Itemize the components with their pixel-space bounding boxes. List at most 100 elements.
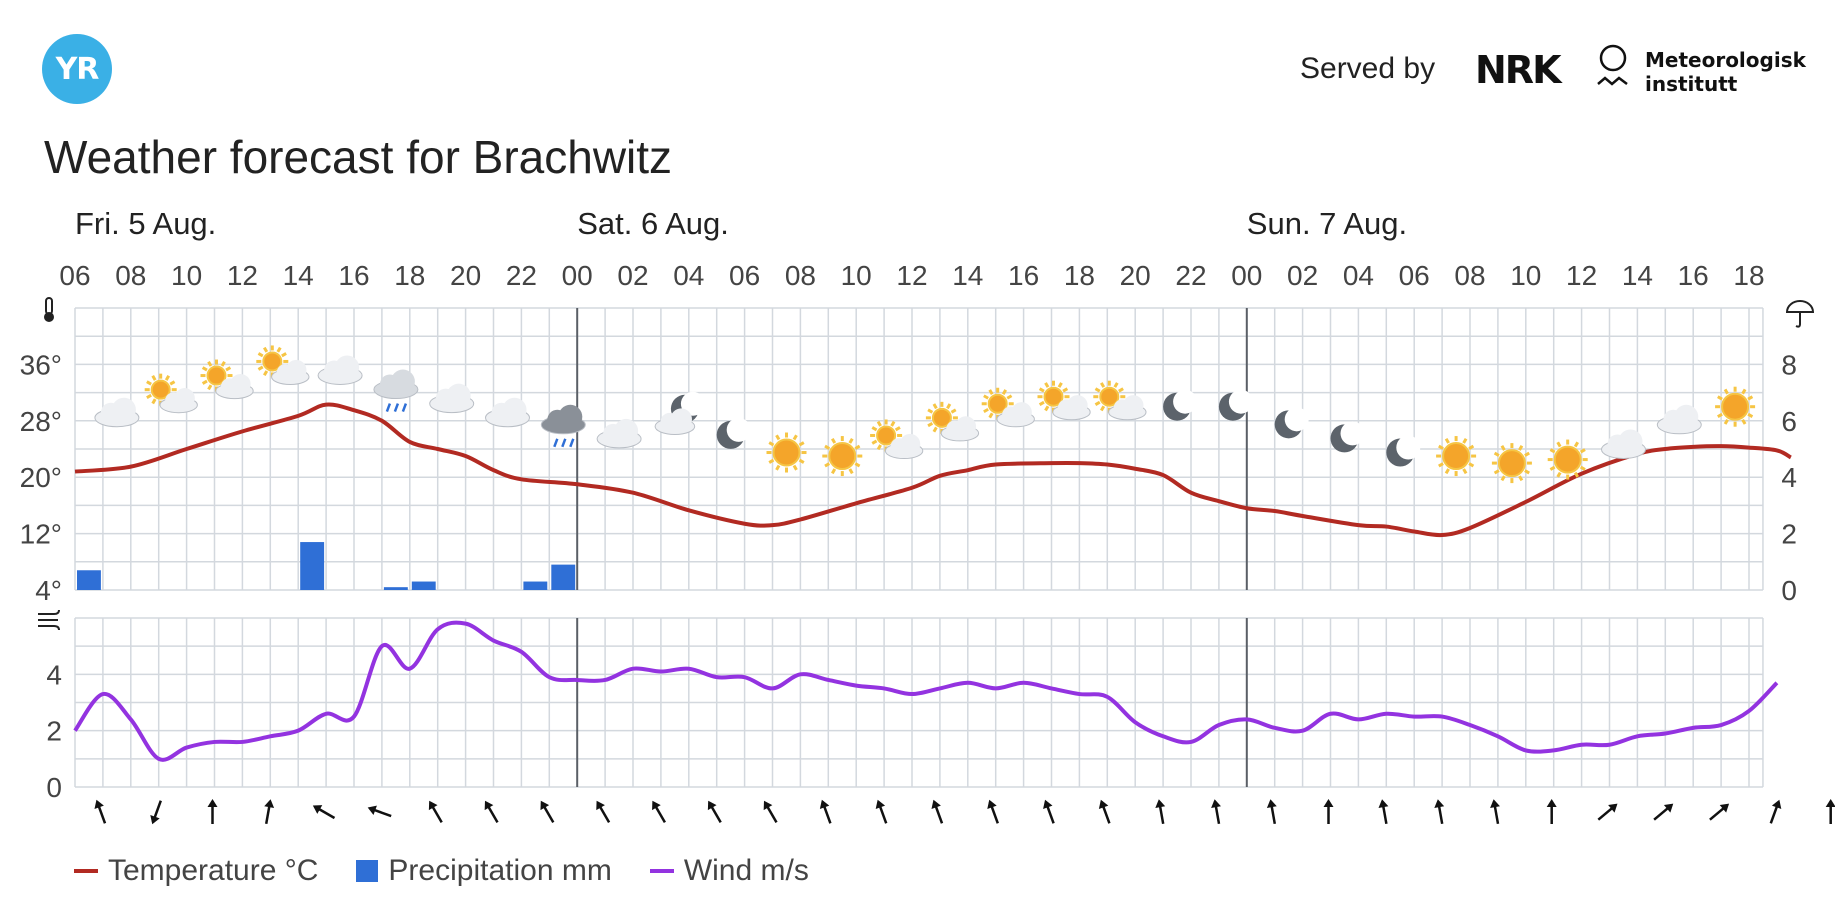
hour-tick-label: 14	[283, 260, 314, 291]
hour-tick-label: 00	[562, 260, 593, 291]
hour-tick-label: 18	[394, 260, 425, 291]
temperature-tick-label: 4°	[35, 575, 62, 606]
legend-temperature[interactable]: Temperature °C	[74, 854, 318, 888]
wind-direction-arrow	[596, 800, 611, 824]
wind-direction-arrow	[1546, 799, 1557, 824]
legend-wind[interactable]: Wind m/s	[649, 854, 809, 888]
wind-direction-arrow	[367, 805, 392, 818]
precipitation-bar	[551, 564, 576, 590]
wind-direction-arrow	[819, 799, 832, 824]
wind-direction-arrow	[207, 799, 218, 824]
weather-partly-sunny-icon	[981, 387, 1035, 428]
wind-tick-label: 4	[46, 659, 62, 690]
weather-sun-icon	[1715, 386, 1756, 427]
weather-moon-icon	[716, 417, 751, 449]
precipitation-bar	[383, 587, 408, 590]
hour-tick-label: 22	[506, 260, 537, 291]
precipitation-bar	[77, 570, 101, 590]
weather-sun-icon	[766, 432, 807, 473]
wind-direction-arrow	[1434, 799, 1445, 825]
legend-temperature-swatch	[74, 869, 98, 873]
legend-wind-swatch	[649, 869, 674, 873]
weather-partly-sunny-icon	[1093, 380, 1147, 421]
temperature-tick-label: 20°	[20, 462, 62, 493]
nrk-logo[interactable]: NRK	[1475, 48, 1562, 92]
met-institute-name: Meteorologisk institutt	[1645, 48, 1806, 96]
weather-partly-sunny-icon	[925, 401, 980, 442]
hour-tick-label: 06	[729, 260, 760, 291]
wind-direction-arrow	[1378, 799, 1389, 825]
hour-tick-label: 10	[171, 260, 202, 291]
hour-tick-label: 16	[1678, 260, 1709, 291]
legend-temperature-label: Temperature °C	[108, 854, 319, 887]
hour-tick-label: 22	[1175, 260, 1206, 291]
weather-cloud-icon	[94, 397, 140, 428]
chart-legend: Temperature °C Precipitation mm Wind m/s	[74, 854, 847, 888]
wind-direction-arrow	[707, 800, 722, 824]
weather-cloud-icon	[429, 383, 475, 414]
weather-sun-icon	[1491, 443, 1532, 484]
weather-partly-sunny-icon	[256, 345, 310, 386]
served-by-label: Served by	[1300, 52, 1436, 85]
forecast-chart: Fri. 5 Aug. Sat. 6 Aug. Sun. 7 Aug.06 08 10 1…	[20, 206, 1835, 825]
precipitation-tick-label: 6	[1781, 406, 1797, 437]
weather-partly-sunny-icon	[200, 359, 254, 400]
weather-partly-sunny-icon	[870, 419, 924, 460]
thermometer-icon	[44, 297, 54, 322]
hour-tick-label: 08	[1454, 260, 1485, 291]
hour-tick-label: 20	[1120, 260, 1151, 291]
day-label: Fri. 5 Aug.	[75, 206, 216, 241]
precipitation-tick-label: 0	[1781, 575, 1797, 606]
precipitation-tick-label: 4	[1781, 462, 1797, 493]
met-name-line1: Meteorologisk	[1645, 48, 1806, 72]
hour-tick-label: 12	[1566, 260, 1597, 291]
weather-sun-icon	[822, 436, 863, 477]
wind-line	[73, 620, 1779, 762]
wind-direction-arrow	[652, 800, 666, 824]
wind-tick-label: 2	[46, 716, 62, 747]
hour-tick-label: 18	[1733, 260, 1764, 291]
day-label: Sat. 6 Aug.	[577, 206, 729, 241]
wind-direction-arrow	[1769, 799, 1782, 824]
wind-direction-arrow	[312, 805, 336, 820]
wind-direction-arrow	[1211, 799, 1221, 825]
weather-cloud-icon	[1601, 429, 1646, 459]
weather-sun-icon	[1547, 439, 1588, 480]
weather-moon-icon	[1330, 421, 1365, 453]
precipitation-tick-label: 2	[1781, 519, 1797, 550]
hour-tick-label: 12	[227, 260, 258, 291]
wind-direction-arrow	[1098, 799, 1111, 824]
wind-direction-arrow	[1043, 799, 1055, 824]
met-institute-logo-icon[interactable]	[1596, 44, 1630, 94]
precipitation-tick-label: 8	[1781, 349, 1797, 380]
precipitation-bar	[523, 581, 548, 590]
wind-direction-arrow	[150, 800, 162, 825]
precipitation-bar	[300, 542, 325, 590]
wind-tick-label: 0	[46, 772, 62, 803]
temperature-line	[74, 402, 1792, 538]
weather-sun-icon	[1436, 436, 1477, 477]
weather-partly-night-icon	[654, 391, 705, 435]
day-label: Sun. 7 Aug.	[1247, 206, 1407, 241]
hour-tick-label: 02	[617, 260, 648, 291]
met-name-line2: institutt	[1645, 72, 1738, 96]
hour-tick-label: 04	[673, 260, 704, 291]
hour-tick-label: 00	[1231, 260, 1262, 291]
hour-tick-label: 12	[896, 260, 927, 291]
temperature-tick-label: 28°	[20, 406, 62, 437]
hour-tick-label: 08	[115, 260, 146, 291]
weather-moon-icon	[1163, 389, 1198, 421]
wind-direction-arrow	[1490, 799, 1500, 825]
yr-logo[interactable]: YR	[42, 34, 112, 104]
weather-moon-icon	[1218, 389, 1253, 421]
precipitation-bar	[411, 581, 436, 590]
wind-direction-arrow	[987, 799, 999, 824]
legend-precipitation[interactable]: Precipitation mm	[356, 854, 612, 888]
page-title: Weather forecast for Brachwitz	[44, 131, 673, 183]
wind-direction-arrow	[540, 800, 555, 824]
wind-direction-arrow	[264, 799, 275, 825]
wind-direction-arrow	[1597, 803, 1618, 821]
wind-direction-arrow	[1155, 799, 1166, 825]
wind-direction-arrow	[94, 799, 107, 824]
hour-tick-label: 14	[952, 260, 983, 291]
